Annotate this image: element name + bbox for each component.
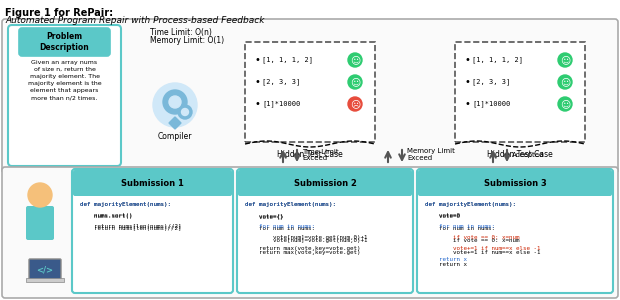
FancyBboxPatch shape	[455, 42, 585, 142]
Text: def majorityElement(nums):: def majorityElement(nums):	[80, 202, 171, 207]
Text: return max(vote,key=vote.get): return max(vote,key=vote.get)	[245, 250, 360, 255]
FancyBboxPatch shape	[417, 169, 613, 293]
Text: [1]*10000: [1]*10000	[262, 100, 300, 107]
Text: return max(vote,key=vote.get): return max(vote,key=vote.get)	[245, 246, 360, 251]
Text: •: •	[465, 99, 471, 109]
Text: nums.sort(): nums.sort()	[80, 213, 133, 218]
FancyBboxPatch shape	[2, 19, 618, 173]
Circle shape	[153, 83, 197, 127]
Circle shape	[182, 109, 188, 116]
FancyBboxPatch shape	[26, 206, 54, 240]
Text: Time Limit: O(n): Time Limit: O(n)	[150, 28, 212, 37]
FancyBboxPatch shape	[26, 278, 64, 282]
FancyBboxPatch shape	[29, 259, 61, 281]
Text: for num in nums:: for num in nums:	[245, 226, 315, 231]
Circle shape	[28, 183, 52, 207]
Circle shape	[558, 97, 572, 111]
Text: def majorityElement(nums):: def majorityElement(nums):	[245, 202, 336, 207]
Text: Memory Limit: O(1): Memory Limit: O(1)	[150, 36, 224, 45]
FancyBboxPatch shape	[2, 167, 618, 298]
FancyBboxPatch shape	[238, 170, 412, 196]
Text: return x: return x	[425, 257, 467, 262]
Text: vote=0: vote=0	[425, 214, 460, 219]
Circle shape	[348, 75, 362, 89]
Text: Memory Limit
Exceed: Memory Limit Exceed	[407, 148, 455, 161]
Text: def majorityElement(nums):: def majorityElement(nums):	[80, 202, 171, 207]
Text: nums.sort(): nums.sort()	[80, 214, 133, 219]
Circle shape	[178, 105, 192, 119]
Circle shape	[348, 53, 362, 67]
Text: Automated Program Repair with Process-based Feedback: Automated Program Repair with Process-ba…	[5, 16, 265, 25]
Text: [1]*10000: [1]*10000	[472, 100, 510, 107]
Text: Submission 3: Submission 3	[484, 178, 546, 188]
Text: •: •	[255, 55, 261, 65]
Text: def majorityElement(nums):: def majorityElement(nums):	[425, 202, 516, 207]
Circle shape	[558, 75, 572, 89]
Text: if vote == 0: x=num: if vote == 0: x=num	[425, 235, 520, 240]
Text: ☺: ☺	[560, 99, 570, 109]
Text: [2, 3, 3]: [2, 3, 3]	[472, 79, 510, 86]
Text: return nums[len(nums)//2]: return nums[len(nums)//2]	[80, 224, 182, 229]
Text: Compiler: Compiler	[157, 132, 192, 141]
Text: ☺: ☺	[560, 55, 570, 65]
Text: def majorityElement(nums):: def majorityElement(nums):	[245, 202, 336, 207]
Text: vote[num]=vote.get(num,0)+1: vote[num]=vote.get(num,0)+1	[245, 238, 368, 243]
Text: if vote == 0: x=num: if vote == 0: x=num	[425, 238, 520, 243]
Text: Time Limit
Exceed: Time Limit Exceed	[302, 148, 339, 161]
Text: •: •	[255, 77, 261, 87]
FancyBboxPatch shape	[73, 170, 232, 196]
FancyBboxPatch shape	[245, 42, 375, 142]
Text: •: •	[255, 99, 261, 109]
Text: ☺: ☺	[350, 55, 360, 65]
Text: for num in nums:: for num in nums:	[245, 224, 315, 229]
FancyBboxPatch shape	[237, 169, 413, 293]
Text: vote+=1 if num==x else -1: vote+=1 if num==x else -1	[425, 250, 541, 255]
Circle shape	[163, 90, 187, 114]
Text: •: •	[465, 77, 471, 87]
Text: Submission 1: Submission 1	[121, 178, 184, 188]
Text: Hidden Test Case: Hidden Test Case	[487, 150, 553, 159]
Text: vote+=1 if num==x else -1: vote+=1 if num==x else -1	[425, 246, 541, 251]
Text: vote={}: vote={}	[245, 214, 283, 219]
Text: vote=0: vote=0	[425, 213, 460, 218]
Text: [1, 1, 1, 2]: [1, 1, 1, 2]	[262, 57, 313, 63]
Text: Figure 1 for RePair:: Figure 1 for RePair:	[5, 8, 113, 18]
Text: ☺: ☺	[560, 77, 570, 87]
Text: ☺: ☺	[350, 77, 360, 87]
Text: ☹: ☹	[350, 99, 360, 109]
FancyBboxPatch shape	[19, 28, 110, 56]
FancyBboxPatch shape	[8, 25, 121, 166]
Text: </>: </>	[37, 266, 53, 274]
Text: Given an array nums
of size n, return the
majority element. The
majority element: Given an array nums of size n, return th…	[28, 60, 101, 100]
Text: [1, 1, 1, 2]: [1, 1, 1, 2]	[472, 57, 523, 63]
Text: vote[num]=vote.get(num,0)+1: vote[num]=vote.get(num,0)+1	[245, 235, 368, 240]
Text: for num in nums:: for num in nums:	[425, 226, 495, 231]
Text: vote={}: vote={}	[245, 213, 283, 218]
Text: [2, 3, 3]: [2, 3, 3]	[262, 79, 300, 86]
FancyBboxPatch shape	[72, 169, 233, 293]
Text: return x: return x	[425, 262, 467, 267]
Text: def majorityElement(nums):: def majorityElement(nums):	[425, 202, 516, 207]
Text: return nums[len(nums)//2]: return nums[len(nums)//2]	[80, 226, 182, 231]
Text: for num in nums:: for num in nums:	[425, 224, 495, 229]
Text: Problem
Description: Problem Description	[40, 32, 89, 52]
Text: •: •	[465, 55, 471, 65]
Text: Submission 2: Submission 2	[293, 178, 356, 188]
Polygon shape	[169, 117, 181, 129]
Text: Accepted: Accepted	[512, 152, 544, 158]
Circle shape	[348, 97, 362, 111]
Circle shape	[558, 53, 572, 67]
Circle shape	[169, 96, 181, 108]
FancyBboxPatch shape	[418, 170, 612, 196]
Text: Hidden Test Case: Hidden Test Case	[277, 150, 343, 159]
